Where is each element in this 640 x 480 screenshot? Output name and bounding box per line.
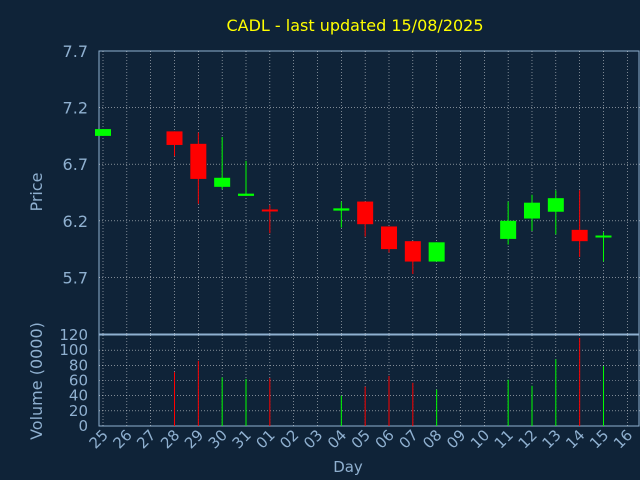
price-tick-label: 6.7 [63,155,88,174]
x-tick-label: 05 [348,426,374,452]
candle-body [571,229,588,242]
volume-tick-label: 0 [78,417,88,435]
x-tick-label: 08 [419,426,445,452]
volume-tick-label: 40 [69,387,88,405]
candle-body [404,241,421,262]
candle-body [357,201,374,225]
volume-tick-label: 60 [69,372,88,390]
candle-body [190,143,207,179]
candle-body [380,226,397,250]
price-tick-label: 7.2 [63,99,88,118]
price-panel-frame [98,50,640,335]
x-tick-label: 03 [300,426,326,452]
price-tick-label: 6.2 [63,212,88,231]
candle-body [500,220,517,239]
x-tick-label: 28 [157,426,183,452]
x-tick-label: 31 [229,426,255,452]
volume-axis-title: Volume (0000) [27,322,46,440]
x-tick-label: 04 [324,426,350,452]
price-panel: 7.7 7.2 6.7 6.2 5.7 [63,42,640,335]
candle-body [166,131,183,145]
volume-tick-label: 120 [59,326,88,344]
x-tick-label: 27 [133,426,159,452]
x-tick-label: 11 [491,426,517,452]
x-tick-label: 15 [586,426,612,452]
candle-body [261,209,278,212]
candle-body [595,235,612,238]
x-tick-label: 25 [86,426,112,452]
x-tick-label: 16 [610,426,636,452]
candle-body [547,198,564,212]
candle-body [237,193,254,196]
x-tick-label: 07 [395,426,421,452]
x-tick-label: 14 [562,426,588,452]
candle-body [95,129,111,136]
price-tick-label: 7.7 [63,42,88,61]
x-tick-label: 10 [467,426,493,452]
x-tick-label: 09 [443,426,469,452]
x-tick-label: 01 [252,426,278,452]
x-axis-ticks: 2526272829303101020304050607080910111213… [86,426,637,452]
volume-tick-label: 20 [69,402,88,420]
candle-body [214,177,231,187]
candle-body [523,202,540,219]
x-tick-label: 26 [109,426,135,452]
x-tick-label: 12 [515,426,541,452]
price-axis-title: Price [27,172,46,211]
volume-tick-label: 100 [59,341,88,359]
price-tick-label: 5.7 [63,268,88,287]
candle-body [333,208,350,211]
candle-body [428,242,445,262]
x-axis-title: Day [333,458,363,476]
x-tick-label: 02 [276,426,302,452]
x-tick-label: 06 [372,426,398,452]
volume-tick-label: 80 [69,356,88,374]
x-tick-label: 29 [181,426,207,452]
chart-title: CADL - last updated 15/08/2025 [226,16,483,35]
x-tick-label: 13 [538,426,564,452]
x-tick-label: 30 [205,426,231,452]
